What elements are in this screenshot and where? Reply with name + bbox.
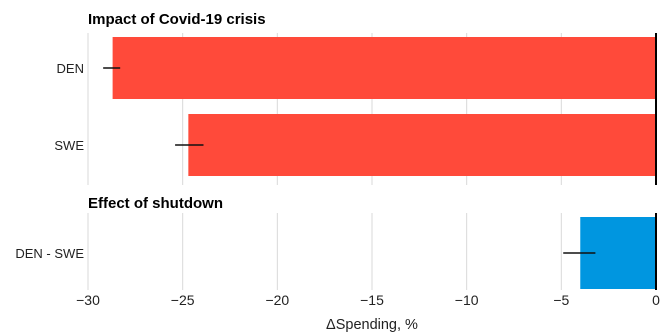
x-tick-label: 0 [652,292,660,308]
x-tick-label: −15 [360,292,384,308]
bars [112,37,656,289]
panel-titles: Impact of Covid-19 crisis Effect of shutd… [88,11,266,212]
x-tick-label: −25 [171,292,195,308]
panel-title: Effect of shutdown [88,195,223,212]
x-tick-label: −20 [265,292,289,308]
x-tick-label: −10 [455,292,479,308]
category-label: DEN [57,61,84,76]
x-tick-label: −5 [553,292,569,308]
category-labels: DEN SWE DEN - SWE [15,61,84,261]
category-label: SWE [54,138,84,153]
x-axis: −30 −25 −20 −15 −10 −5 0 [76,292,660,308]
error-bars [103,67,596,254]
x-axis-title: ΔSpending, % [326,317,418,333]
x-tick-label: −30 [76,292,100,308]
bar [112,37,656,99]
category-label: DEN - SWE [15,246,84,261]
bar [188,114,656,176]
panel-title: Impact of Covid-19 crisis [88,11,266,28]
